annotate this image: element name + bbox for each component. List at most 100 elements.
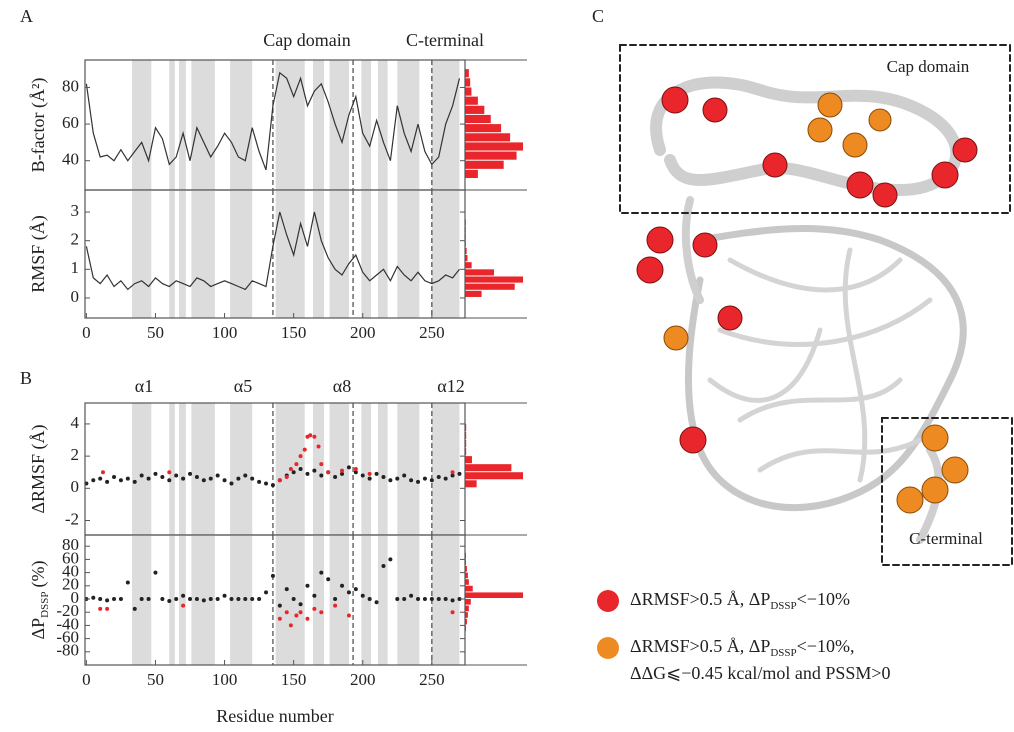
helix-band (230, 535, 252, 665)
data-point (402, 473, 406, 477)
helix-band (191, 60, 214, 190)
data-point (340, 584, 344, 588)
data-point (312, 469, 316, 473)
data-point (354, 467, 358, 471)
data-point (319, 571, 323, 575)
data-point (409, 594, 413, 598)
y-tick-label: 80 (62, 535, 79, 554)
histogram-bar (465, 142, 523, 150)
data-point (312, 435, 316, 439)
data-point (347, 614, 351, 618)
data-point (285, 587, 289, 591)
data-point (243, 473, 247, 477)
helix-band (276, 190, 305, 318)
sphere (647, 227, 673, 253)
data-point (195, 475, 199, 479)
sphere (703, 98, 727, 122)
data-point (278, 604, 282, 608)
helix-band (179, 535, 186, 665)
y-tick-label: 60 (62, 113, 79, 132)
helix-band (313, 60, 324, 190)
backbone (710, 250, 930, 480)
data-point (133, 607, 137, 611)
y-axis-label: ΔRMSF (Å) (28, 424, 49, 513)
data-point (368, 472, 372, 476)
data-point (312, 607, 316, 611)
data-point (317, 444, 321, 448)
data-point (333, 597, 337, 601)
legend-text: <−10% (797, 589, 850, 609)
panel-label: C (592, 6, 604, 26)
data-point (202, 478, 206, 482)
sphere (869, 109, 891, 131)
data-point (147, 597, 151, 601)
data-point (375, 472, 379, 476)
data-point (289, 623, 293, 627)
histogram-bar (465, 106, 484, 114)
y-tick-label: 4 (71, 413, 80, 432)
data-point (430, 597, 434, 601)
data-point (91, 596, 95, 600)
sphere (718, 306, 742, 330)
y-tick-label: 2 (71, 445, 80, 464)
data-point (98, 607, 102, 611)
helix-band (230, 60, 252, 190)
data-point (98, 477, 102, 481)
legend-text: ΔRMSF>0.5 Å, ΔP (630, 636, 770, 656)
y-tick-label: 0 (71, 287, 80, 306)
data-point (299, 454, 303, 458)
x-tick-label: 0 (82, 323, 91, 342)
histogram-bar (465, 599, 471, 605)
x-tick-label: 250 (419, 670, 445, 689)
data-point (361, 473, 365, 477)
sphere (873, 183, 897, 207)
sphere (922, 477, 948, 503)
cap-backbone (656, 83, 956, 191)
data-point (181, 477, 185, 481)
data-point (451, 598, 455, 602)
helix-band (132, 403, 151, 535)
data-point (402, 597, 406, 601)
data-point (437, 597, 441, 601)
histogram-bar (465, 464, 511, 471)
data-point (153, 472, 157, 476)
data-point (250, 477, 254, 481)
data-point (451, 610, 455, 614)
helix-band (378, 60, 388, 190)
data-point (98, 597, 102, 601)
data-point (167, 478, 171, 482)
data-point (147, 477, 151, 481)
helix-band (169, 190, 175, 318)
data-point (153, 571, 157, 575)
data-point (160, 597, 164, 601)
data-point (202, 598, 206, 602)
data-point (305, 617, 309, 621)
data-point (319, 462, 323, 466)
legend-text: ΔRMSF>0.5 Å, ΔP (630, 589, 770, 609)
histogram-bar (465, 276, 523, 282)
data-point (347, 590, 351, 594)
y-axis-label: ΔPDSSP(%) (28, 561, 50, 640)
data-point (167, 599, 171, 603)
data-point (305, 472, 309, 476)
sphere (843, 133, 867, 157)
helix-band (276, 535, 305, 665)
y-tick-label: -2 (65, 509, 79, 528)
data-point (112, 597, 116, 601)
data-point (236, 477, 240, 481)
y-axis-label-part: (%) (28, 561, 49, 588)
sphere (818, 93, 842, 117)
histogram-bar (465, 586, 473, 592)
data-point (140, 597, 144, 601)
data-point (264, 590, 268, 594)
helix-band (397, 60, 419, 190)
data-point (303, 448, 307, 452)
data-point (278, 617, 282, 621)
legend-marker (597, 637, 619, 659)
x-tick-label: 200 (350, 670, 376, 689)
x-tick-label: 200 (350, 323, 376, 342)
x-tick-label: 150 (281, 670, 307, 689)
sphere (763, 153, 787, 177)
y-tick-label: 1 (71, 258, 80, 277)
y-axis-label-part: ΔRMSF (Å) (28, 424, 49, 513)
